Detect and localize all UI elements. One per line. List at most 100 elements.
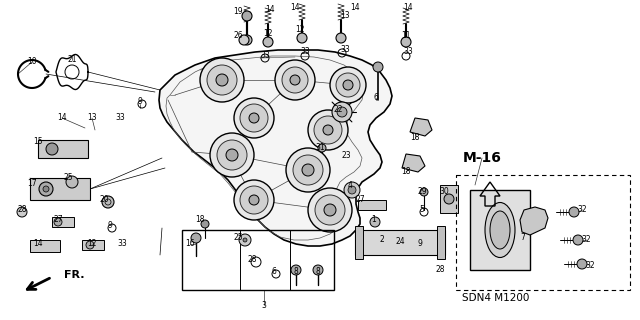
Text: 14: 14 (350, 4, 360, 12)
Text: 28: 28 (435, 266, 445, 275)
Text: 18: 18 (410, 133, 420, 142)
Text: 25: 25 (63, 173, 73, 182)
Circle shape (302, 164, 314, 176)
Circle shape (46, 143, 58, 155)
Polygon shape (402, 154, 425, 172)
Text: SDN4 M1200: SDN4 M1200 (462, 293, 530, 303)
Bar (355, 230, 445, 255)
Text: 32: 32 (585, 260, 595, 269)
Text: 12: 12 (87, 239, 97, 249)
Text: 32: 32 (581, 236, 591, 244)
Circle shape (337, 107, 347, 117)
Text: 17: 17 (27, 180, 37, 188)
Text: 8: 8 (294, 268, 298, 276)
Polygon shape (520, 207, 548, 235)
Text: 6: 6 (271, 268, 276, 276)
Text: 9: 9 (138, 98, 143, 107)
Circle shape (39, 182, 53, 196)
Text: 20: 20 (99, 196, 109, 204)
Text: 9: 9 (108, 221, 113, 230)
Circle shape (330, 67, 366, 103)
Circle shape (286, 148, 330, 192)
Text: 33: 33 (403, 47, 413, 57)
Text: 12: 12 (263, 29, 273, 38)
Text: 19: 19 (233, 7, 243, 17)
Text: 5: 5 (420, 205, 424, 214)
Text: 14: 14 (33, 239, 43, 249)
Circle shape (573, 235, 583, 245)
Circle shape (191, 233, 201, 243)
Circle shape (207, 65, 237, 95)
Circle shape (348, 186, 356, 194)
Text: 12: 12 (295, 26, 305, 35)
Circle shape (240, 186, 268, 214)
Circle shape (201, 220, 209, 228)
Text: 28: 28 (247, 255, 257, 265)
Circle shape (315, 195, 345, 225)
Circle shape (577, 259, 587, 269)
Circle shape (308, 188, 352, 232)
Circle shape (343, 80, 353, 90)
Text: 2: 2 (380, 236, 385, 244)
Circle shape (216, 74, 228, 86)
Text: 29: 29 (417, 188, 427, 196)
Circle shape (242, 35, 252, 45)
Text: 33: 33 (115, 114, 125, 123)
Text: 14: 14 (403, 4, 413, 12)
Text: 24: 24 (395, 237, 405, 246)
Text: 14: 14 (265, 5, 275, 14)
Bar (52, 217, 74, 227)
Text: 7: 7 (520, 234, 525, 243)
Bar (30, 178, 90, 200)
Bar (30, 240, 60, 252)
Circle shape (54, 218, 62, 226)
Circle shape (17, 207, 27, 217)
Bar (437, 226, 445, 259)
Circle shape (243, 238, 247, 242)
Circle shape (239, 234, 251, 246)
Circle shape (263, 37, 273, 47)
Circle shape (234, 98, 274, 138)
Text: 30: 30 (439, 188, 449, 196)
Text: 23: 23 (341, 150, 351, 159)
Circle shape (293, 155, 323, 185)
Circle shape (336, 73, 360, 97)
Text: 14: 14 (290, 4, 300, 12)
Circle shape (336, 33, 346, 43)
Text: 14: 14 (57, 114, 67, 123)
Bar (440, 185, 458, 213)
Circle shape (226, 149, 238, 161)
Circle shape (242, 11, 252, 21)
Circle shape (420, 188, 428, 196)
Text: 16: 16 (185, 239, 195, 249)
Bar (358, 200, 386, 210)
Text: 15: 15 (33, 138, 43, 147)
Circle shape (86, 241, 94, 249)
Text: 4: 4 (348, 180, 353, 189)
Bar (38, 140, 88, 158)
Circle shape (249, 113, 259, 123)
Circle shape (401, 37, 411, 47)
Text: 28: 28 (17, 205, 27, 214)
Circle shape (297, 33, 307, 43)
Circle shape (308, 110, 348, 150)
Circle shape (43, 186, 49, 192)
Text: 13: 13 (87, 114, 97, 123)
Text: 10: 10 (27, 58, 37, 67)
Circle shape (370, 217, 380, 227)
Circle shape (282, 67, 308, 93)
Text: 27: 27 (53, 215, 63, 225)
Polygon shape (410, 118, 432, 136)
Circle shape (373, 62, 383, 72)
Circle shape (444, 194, 454, 204)
Text: 22: 22 (333, 106, 343, 115)
Ellipse shape (485, 203, 515, 258)
Circle shape (102, 196, 114, 208)
Bar (470, 190, 530, 270)
Text: 11: 11 (401, 31, 411, 41)
Text: 33: 33 (260, 51, 270, 60)
Text: FR.: FR. (64, 270, 84, 280)
Text: 8: 8 (316, 268, 321, 276)
Text: 31: 31 (315, 143, 325, 153)
Text: 1: 1 (372, 215, 376, 225)
